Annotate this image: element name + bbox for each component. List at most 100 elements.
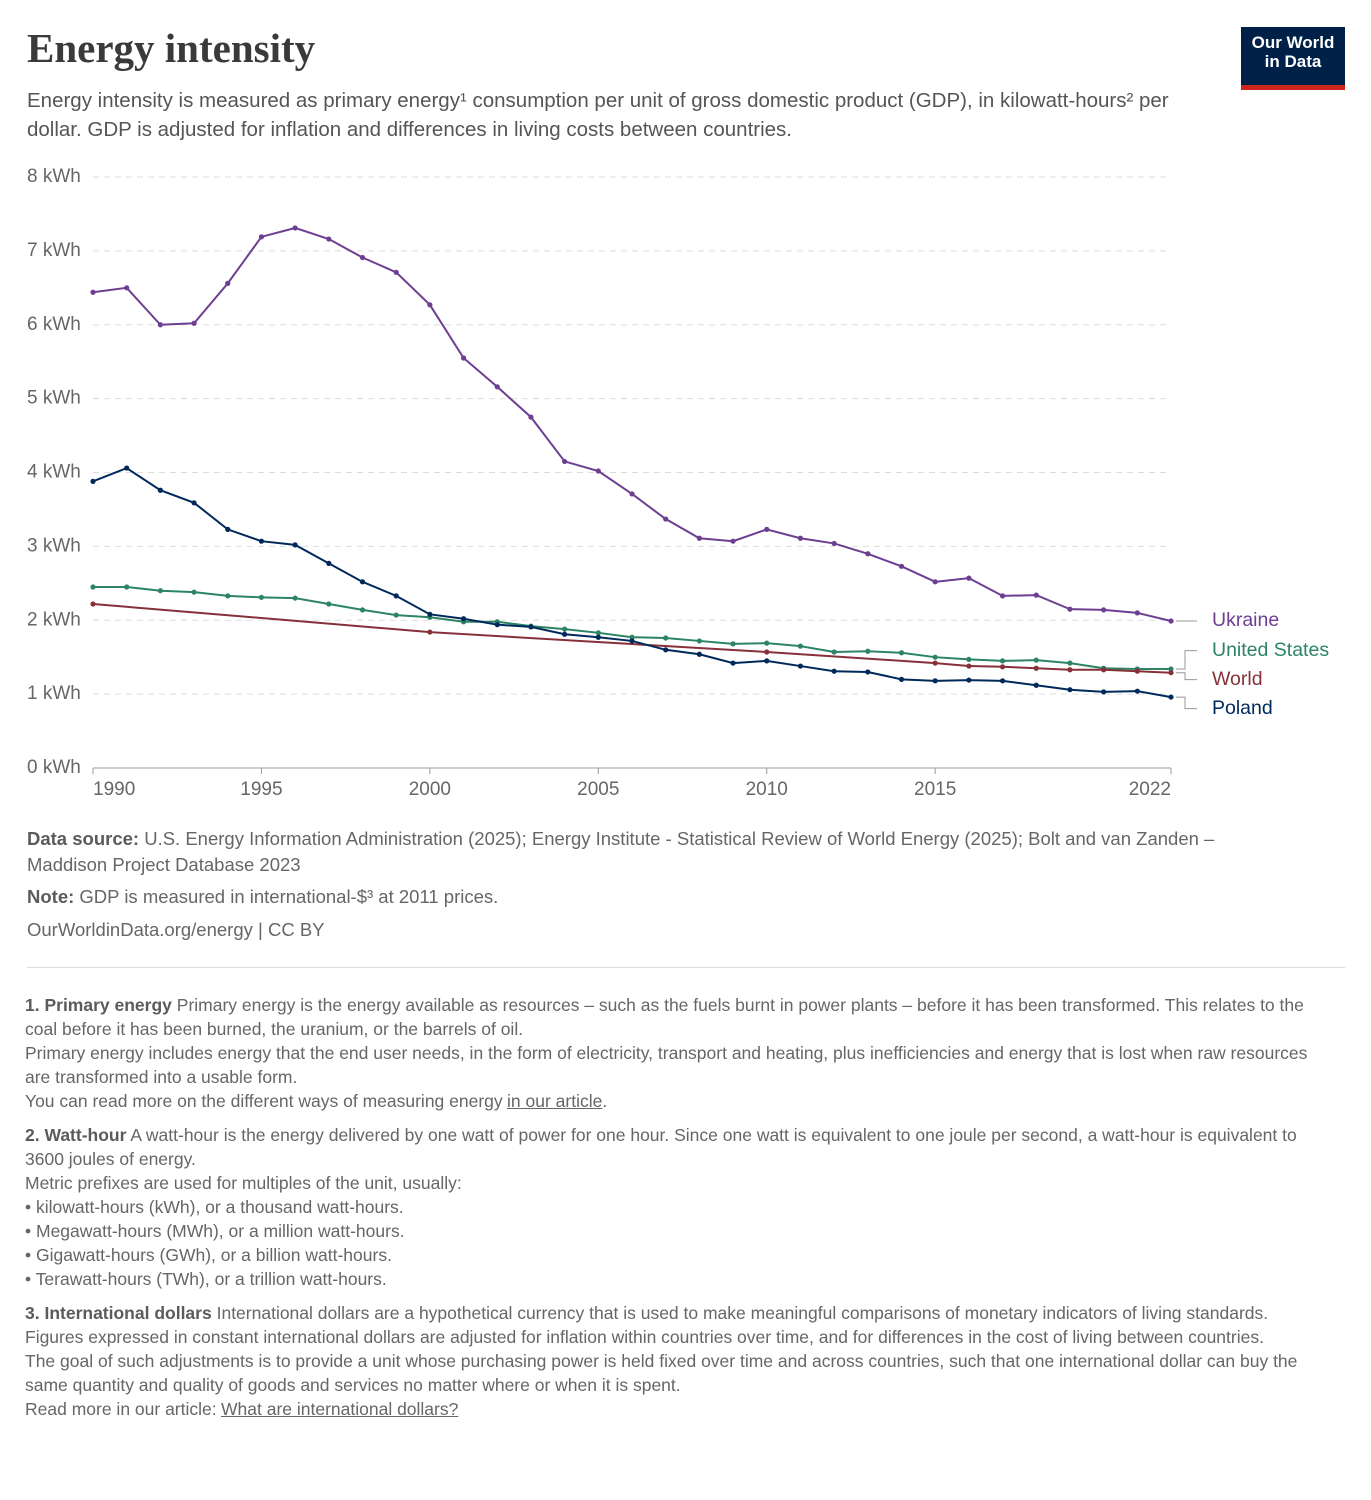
- footnote-text: • Megawatt-hours (MWh), or a million wat…: [25, 1221, 405, 1241]
- data-point: [966, 677, 972, 683]
- data-point: [595, 634, 601, 640]
- data-point: [460, 616, 467, 622]
- data-point: [966, 663, 972, 669]
- data-point: [393, 593, 399, 599]
- label-connector: [1176, 650, 1197, 670]
- data-point: [831, 649, 837, 655]
- data-point: [595, 468, 601, 474]
- data-point: [730, 641, 736, 647]
- data-point: [393, 612, 399, 618]
- legend-label: Ukraine: [1212, 609, 1279, 631]
- footnote-text: Primary energy is the energy available a…: [25, 995, 1304, 1039]
- data-point: [494, 622, 500, 628]
- data-point: [865, 648, 871, 654]
- series-line: [92, 226, 1172, 622]
- data-point: [258, 538, 265, 544]
- data-point: [528, 414, 534, 420]
- data-point: [1168, 666, 1174, 672]
- data-point: [460, 355, 467, 361]
- footnote-text: A watt-hour is the energy delivered by o…: [25, 1125, 1297, 1169]
- data-point: [932, 678, 938, 684]
- data-point: [865, 551, 871, 557]
- footnote-paragraph: • kilowatt-hours (kWh), or a thousand wa…: [25, 1195, 1315, 1219]
- data-point: [326, 601, 332, 607]
- separator: [27, 967, 1345, 968]
- data-point: [1134, 610, 1140, 616]
- footnote-paragraph: 2. Watt-hour A watt-hour is the energy d…: [25, 1123, 1315, 1171]
- data-point: [90, 478, 96, 484]
- label-connector: [1176, 672, 1197, 681]
- data-point: [999, 658, 1006, 664]
- data-point: [562, 458, 568, 465]
- data-point: [359, 579, 366, 585]
- data-point: [427, 302, 433, 308]
- y-tick-label: 1 kWh: [27, 683, 81, 704]
- y-tick-label: 4 kWh: [27, 462, 81, 483]
- footnote-paragraph: • Gigawatt-hours (GWh), or a billion wat…: [25, 1243, 1315, 1267]
- source-text: U.S. Energy Information Administration (…: [27, 828, 1215, 875]
- legend-label: United States: [1212, 639, 1329, 661]
- data-point: [225, 526, 231, 532]
- footnote-text: • Gigawatt-hours (GWh), or a billion wat…: [25, 1245, 392, 1265]
- data-point: [966, 575, 972, 581]
- data-point: [528, 624, 534, 630]
- footnote-heading: 2. Watt-hour: [25, 1125, 127, 1145]
- series-line: [93, 586, 1171, 671]
- logo[interactable]: Our World in Data: [1241, 27, 1345, 90]
- note-label: Note:: [27, 886, 75, 907]
- x-tick-label: 1995: [240, 779, 282, 800]
- data-point: [1067, 667, 1073, 673]
- data-point: [124, 285, 130, 291]
- data-point: [292, 542, 298, 548]
- data-point: [865, 669, 871, 675]
- data-point: [797, 643, 804, 649]
- data-point: [1168, 618, 1174, 624]
- footnote-text: The goal of such adjustments is to provi…: [25, 1351, 1298, 1395]
- data-point: [595, 630, 601, 636]
- data-point: [764, 640, 770, 646]
- y-tick-label: 8 kWh: [27, 166, 81, 187]
- data-point: [764, 658, 770, 664]
- data-point: [764, 526, 770, 532]
- data-point: [999, 664, 1006, 670]
- footnote-text: Figures expressed in constant internatio…: [25, 1327, 1264, 1347]
- y-tick-label: 5 kWh: [27, 388, 81, 409]
- data-point: [696, 535, 702, 541]
- data-point: [326, 560, 332, 566]
- footnote-text: You can read more on the different ways …: [25, 1091, 503, 1111]
- data-point: [90, 584, 96, 590]
- data-point: [932, 660, 938, 666]
- footnote-text: International dollars are a hypothetical…: [216, 1303, 1269, 1323]
- data-point: [157, 588, 163, 594]
- data-point: [90, 289, 96, 295]
- footnote-link[interactable]: What are international dollars?: [221, 1399, 459, 1419]
- footnote-text: Read more in our article:: [25, 1399, 217, 1419]
- data-point: [1134, 688, 1140, 694]
- x-tick-label: 2005: [577, 779, 619, 800]
- source-label: Data source:: [27, 828, 140, 849]
- data-point: [999, 678, 1006, 684]
- footnote-paragraph: 3. International dollars International d…: [25, 1301, 1315, 1325]
- data-source: Data source: U.S. Energy Information Adm…: [27, 826, 1267, 878]
- data-point: [898, 676, 905, 682]
- data-point: [494, 384, 500, 390]
- footnote-paragraph: Primary energy includes energy that the …: [25, 1041, 1315, 1089]
- data-point: [730, 538, 736, 544]
- footnote: 3. International dollars International d…: [25, 1301, 1315, 1421]
- legend-label: World: [1212, 668, 1263, 690]
- data-point: [326, 236, 332, 242]
- footnote-paragraph: Read more in our article: What are intern…: [25, 1397, 1315, 1421]
- footnote-paragraph: • Megawatt-hours (MWh), or a million wat…: [25, 1219, 1315, 1243]
- footnote-link[interactable]: in our article: [507, 1091, 603, 1111]
- data-point: [191, 589, 197, 595]
- footnote-paragraph: Metric prefixes are used for multiples o…: [25, 1171, 1315, 1195]
- data-point: [764, 649, 770, 655]
- data-point: [393, 269, 399, 275]
- data-point: [1168, 670, 1174, 676]
- data-point: [191, 320, 197, 326]
- y-tick-label: 6 kWh: [27, 314, 81, 335]
- data-point: [1033, 682, 1039, 688]
- url[interactable]: OurWorldinData.org/energy | CC BY: [27, 919, 325, 940]
- footnote: 1. Primary energy Primary energy is the …: [25, 993, 1315, 1113]
